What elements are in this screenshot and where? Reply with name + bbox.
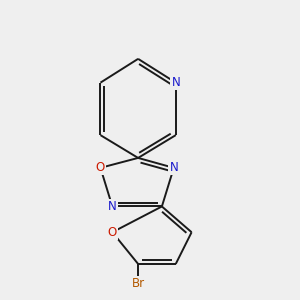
Text: N: N (108, 200, 117, 213)
Text: N: N (171, 76, 180, 89)
Text: O: O (108, 226, 117, 239)
Text: Br: Br (131, 277, 145, 290)
Text: N: N (169, 161, 178, 174)
Text: O: O (96, 161, 105, 174)
